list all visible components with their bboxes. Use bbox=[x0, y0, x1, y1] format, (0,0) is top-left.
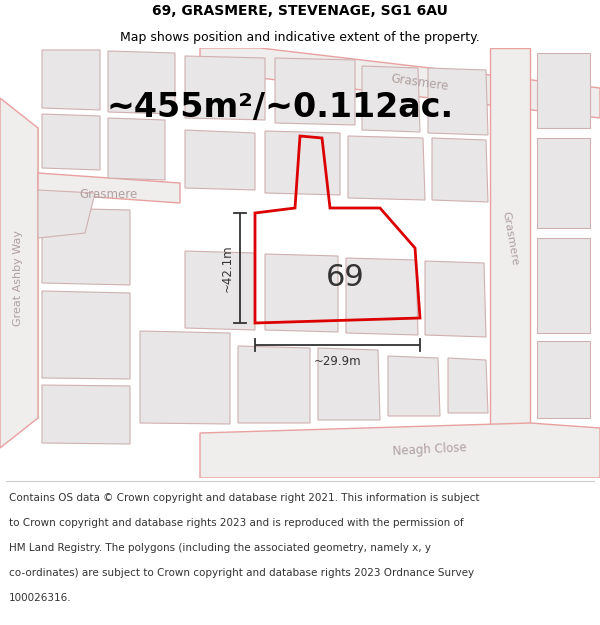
Polygon shape bbox=[428, 68, 488, 135]
Text: Map shows position and indicative extent of the property.: Map shows position and indicative extent… bbox=[120, 31, 480, 44]
Polygon shape bbox=[38, 190, 95, 238]
Polygon shape bbox=[537, 341, 590, 418]
Polygon shape bbox=[108, 51, 175, 114]
Polygon shape bbox=[388, 356, 440, 416]
Polygon shape bbox=[348, 136, 425, 200]
Polygon shape bbox=[362, 66, 420, 132]
Polygon shape bbox=[275, 58, 355, 125]
Text: Grasmere: Grasmere bbox=[390, 72, 450, 94]
Text: ~42.1m: ~42.1m bbox=[221, 244, 234, 292]
Text: Grasmere: Grasmere bbox=[79, 188, 137, 201]
Polygon shape bbox=[318, 348, 380, 420]
Polygon shape bbox=[108, 118, 165, 180]
Polygon shape bbox=[448, 358, 488, 413]
Polygon shape bbox=[0, 98, 38, 448]
Polygon shape bbox=[238, 346, 310, 423]
Text: Contains OS data © Crown copyright and database right 2021. This information is : Contains OS data © Crown copyright and d… bbox=[9, 492, 479, 502]
Polygon shape bbox=[42, 385, 130, 444]
Polygon shape bbox=[42, 50, 100, 110]
Polygon shape bbox=[185, 251, 255, 330]
Polygon shape bbox=[42, 208, 130, 285]
Text: HM Land Registry. The polygons (including the associated geometry, namely x, y: HM Land Registry. The polygons (includin… bbox=[9, 542, 431, 552]
Polygon shape bbox=[537, 238, 590, 333]
Polygon shape bbox=[537, 138, 590, 228]
Polygon shape bbox=[490, 48, 530, 478]
Text: Great Ashby Way: Great Ashby Way bbox=[13, 230, 23, 326]
Polygon shape bbox=[38, 173, 180, 203]
Polygon shape bbox=[185, 130, 255, 190]
Text: 69: 69 bbox=[326, 264, 364, 292]
Polygon shape bbox=[432, 138, 488, 202]
Text: to Crown copyright and database rights 2023 and is reproduced with the permissio: to Crown copyright and database rights 2… bbox=[9, 518, 464, 528]
Polygon shape bbox=[346, 258, 418, 335]
Polygon shape bbox=[185, 56, 265, 120]
Polygon shape bbox=[42, 114, 100, 170]
Text: ~455m²/~0.112ac.: ~455m²/~0.112ac. bbox=[106, 91, 454, 124]
Polygon shape bbox=[425, 261, 486, 337]
Polygon shape bbox=[42, 291, 130, 379]
Text: 100026316.: 100026316. bbox=[9, 592, 71, 602]
Text: ~29.9m: ~29.9m bbox=[314, 355, 361, 368]
Polygon shape bbox=[265, 131, 340, 195]
Bar bbox=[0, 128, 38, 418]
Polygon shape bbox=[537, 53, 590, 128]
Polygon shape bbox=[200, 423, 600, 478]
Text: co-ordinates) are subject to Crown copyright and database rights 2023 Ordnance S: co-ordinates) are subject to Crown copyr… bbox=[9, 568, 474, 578]
Text: Neagh Close: Neagh Close bbox=[392, 442, 467, 458]
Text: Grasmere: Grasmere bbox=[500, 210, 520, 266]
Polygon shape bbox=[140, 331, 230, 424]
Polygon shape bbox=[200, 48, 600, 118]
Text: 69, GRASMERE, STEVENAGE, SG1 6AU: 69, GRASMERE, STEVENAGE, SG1 6AU bbox=[152, 4, 448, 18]
Polygon shape bbox=[265, 254, 338, 332]
